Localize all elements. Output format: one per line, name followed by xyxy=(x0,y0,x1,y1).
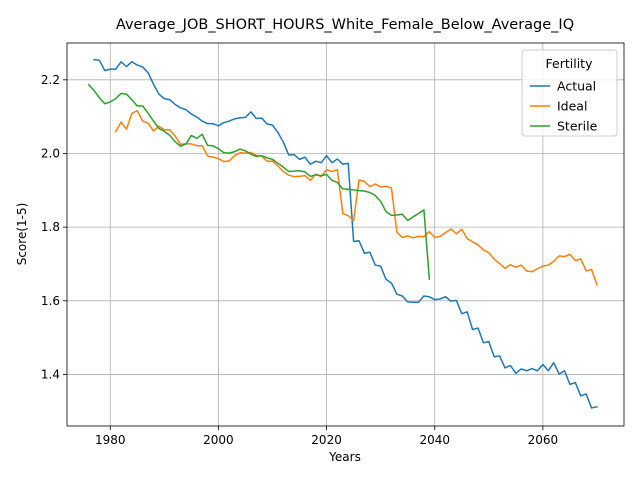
x-tick-label: 2040 xyxy=(419,433,450,447)
chart-title: Average_JOB_SHORT_HOURS_White_Female_Bel… xyxy=(116,17,574,33)
y-tick-label: 1.8 xyxy=(41,220,60,234)
series-line-actual xyxy=(93,58,598,409)
legend-items: Actual Ideal Sterile xyxy=(530,79,598,134)
x-tick-label: 2020 xyxy=(311,433,342,447)
series-lines xyxy=(87,58,598,409)
x-axis-label: Years xyxy=(328,450,361,464)
y-axis-ticks: 1.4 1.6 1.8 2.0 2.2 xyxy=(41,73,67,381)
legend-label-sterile: Sterile xyxy=(557,119,598,134)
series-line-ideal xyxy=(114,110,598,286)
series-line-sterile xyxy=(87,83,431,280)
x-axis-ticks: 1980 2000 2020 2040 2060 xyxy=(95,426,558,447)
y-tick-label: 1.4 xyxy=(41,367,60,381)
y-axis-label: Score(1-5) xyxy=(15,203,29,266)
legend-label-ideal: Ideal xyxy=(557,99,587,114)
legend-label-actual: Actual xyxy=(557,79,596,94)
y-tick-label: 1.6 xyxy=(41,294,60,308)
x-tick-label: 1980 xyxy=(95,433,126,447)
y-tick-label: 2.2 xyxy=(41,73,60,87)
x-tick-label: 2000 xyxy=(203,433,234,447)
y-tick-label: 2.0 xyxy=(41,146,60,160)
legend-box xyxy=(521,49,618,137)
legend-title: Fertility xyxy=(546,56,594,71)
legend: Fertility Actual Ideal Sterile xyxy=(521,49,618,137)
x-tick-label: 2060 xyxy=(528,433,559,447)
plot-frame xyxy=(66,42,625,427)
